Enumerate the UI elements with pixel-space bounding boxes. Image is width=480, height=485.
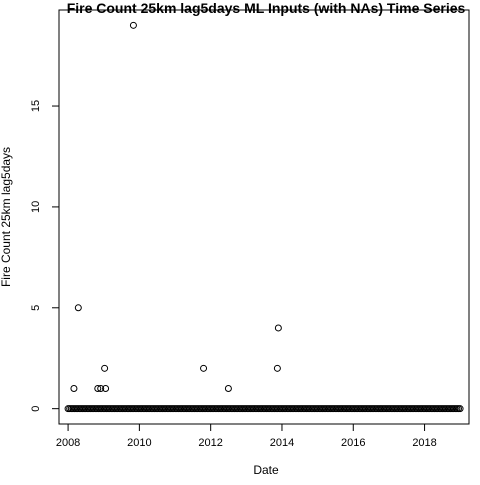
data-point <box>200 364 208 372</box>
x-tick-label: 2016 <box>341 437 365 449</box>
x-tick-label: 2012 <box>198 437 222 449</box>
data-point <box>74 304 82 312</box>
data-point <box>102 384 110 392</box>
data-point <box>97 384 105 392</box>
y-tick-label: 10 <box>30 201 42 213</box>
y-axis-label: Fire Count 25km lag5days <box>0 147 13 287</box>
y-tick-label: 15 <box>30 100 42 112</box>
x-axis-label: Date <box>253 463 279 477</box>
zero-baseline-points <box>64 405 464 413</box>
data-point <box>101 364 109 372</box>
y-tick-label: 5 <box>30 305 42 311</box>
data-points <box>70 21 282 392</box>
data-point <box>129 21 137 29</box>
data-point <box>70 384 78 392</box>
data-point <box>273 364 281 372</box>
x-tick-label: 2014 <box>270 437 294 449</box>
plot-frame <box>58 9 470 425</box>
x-tick-label: 2010 <box>127 437 151 449</box>
x-axis: 2008 2010 2012 2014 2016 2018 <box>56 423 437 449</box>
data-point <box>274 324 282 332</box>
data-point-zero <box>456 405 464 413</box>
x-tick-label: 2008 <box>56 437 80 449</box>
y-tick-label: 0 <box>30 406 42 412</box>
x-tick-label: 2018 <box>412 437 436 449</box>
chart-title: Fire Count 25km lag5days ML Inputs (with… <box>67 0 466 16</box>
y-axis: 0 5 10 15 <box>30 100 60 412</box>
data-point <box>224 384 232 392</box>
data-point <box>94 384 102 392</box>
